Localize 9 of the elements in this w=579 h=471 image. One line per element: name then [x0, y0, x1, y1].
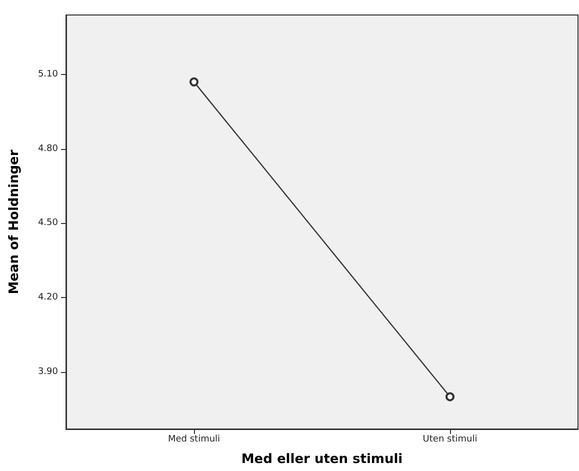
y-tick-label: 4.50 — [38, 218, 58, 228]
y-axis-title: Mean of Holdninger — [7, 149, 22, 294]
x-tick-label: Med stimuli — [168, 434, 220, 444]
y-tick-label: 5.10 — [38, 69, 58, 80]
x-tick-label: Uten stimuli — [422, 434, 478, 444]
y-tick-label: 4.20 — [38, 292, 58, 303]
y-tick-label: 3.90 — [38, 366, 58, 377]
y-tick-label: 4.80 — [38, 144, 58, 154]
x-axis-title: Med eller uten stimuli — [241, 452, 403, 467]
